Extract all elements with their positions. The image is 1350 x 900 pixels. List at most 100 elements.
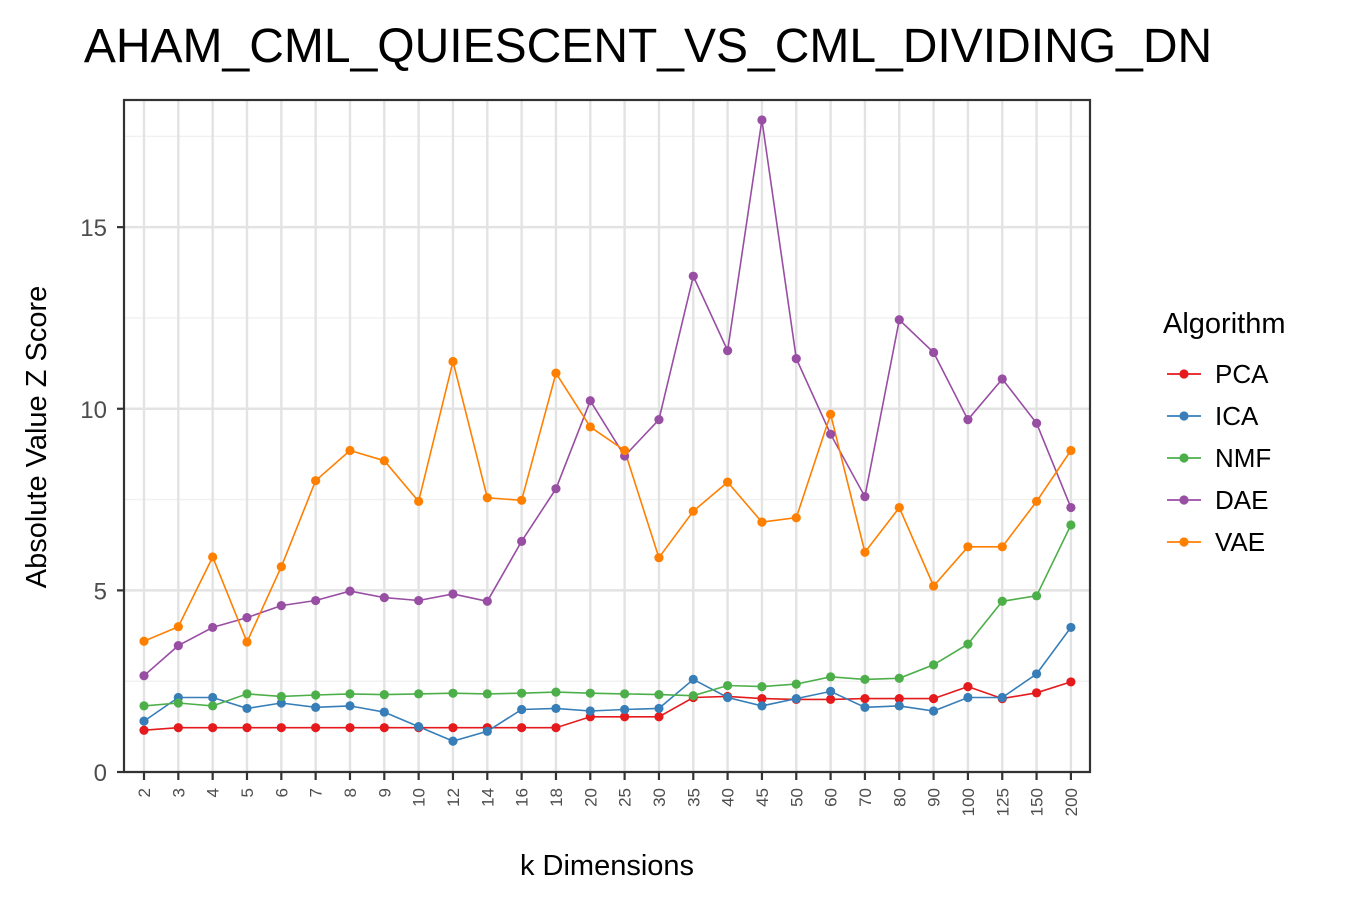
data-point-pca bbox=[208, 723, 218, 733]
data-point-ica bbox=[551, 703, 561, 714]
data-point-pca bbox=[620, 712, 630, 722]
data-point-vae bbox=[242, 637, 252, 647]
legend-key-point bbox=[1179, 453, 1189, 463]
data-point-ica bbox=[276, 698, 286, 708]
data-point-pca bbox=[311, 723, 321, 733]
x-tick-label: 3 bbox=[169, 788, 188, 797]
data-point-dae bbox=[345, 586, 355, 596]
data-point-nmf bbox=[654, 690, 664, 700]
data-point-ica bbox=[208, 692, 218, 703]
data-point-vae bbox=[414, 496, 424, 506]
data-point-nmf bbox=[208, 701, 218, 711]
x-tick-label: 6 bbox=[272, 788, 291, 797]
x-axis-label: k Dimensions bbox=[520, 850, 694, 882]
data-point-nmf bbox=[1066, 520, 1076, 530]
data-point-ica bbox=[414, 721, 424, 732]
data-point-pca bbox=[173, 723, 183, 733]
data-point-nmf bbox=[997, 596, 1007, 606]
x-tick-label: 150 bbox=[1028, 788, 1047, 816]
chart-title: AHAM_CML_QUIESCENT_VS_CML_DIVIDING_DN bbox=[84, 20, 1212, 73]
x-tick-label: 8 bbox=[341, 788, 360, 797]
data-point-pca bbox=[826, 694, 836, 704]
data-point-vae bbox=[654, 553, 664, 563]
data-point-vae bbox=[173, 622, 183, 632]
y-axis-label: Absolute Value Z Score bbox=[21, 286, 53, 589]
data-point-nmf bbox=[757, 682, 767, 692]
data-point-ica bbox=[997, 692, 1007, 703]
data-point-vae bbox=[276, 562, 286, 572]
data-point-vae bbox=[894, 502, 904, 513]
data-point-nmf bbox=[791, 679, 801, 689]
data-point-vae bbox=[757, 517, 767, 527]
data-point-dae bbox=[482, 596, 492, 606]
data-point-vae bbox=[963, 542, 973, 552]
data-point-vae bbox=[860, 547, 870, 557]
data-point-pca bbox=[860, 694, 870, 704]
data-point-dae bbox=[826, 429, 836, 439]
x-tick-label: 200 bbox=[1062, 788, 1081, 816]
data-point-ica bbox=[585, 706, 595, 716]
data-point-ica bbox=[894, 701, 904, 711]
data-point-vae bbox=[723, 477, 733, 487]
data-point-dae bbox=[860, 492, 870, 502]
legend-label-nmf: NMF bbox=[1215, 443, 1271, 473]
data-point-dae bbox=[688, 271, 698, 281]
data-point-vae bbox=[345, 445, 355, 456]
legend-label-ica: ICA bbox=[1215, 401, 1259, 431]
data-point-vae bbox=[688, 506, 698, 516]
data-point-pca bbox=[1066, 677, 1076, 687]
x-tick-label: 4 bbox=[204, 788, 223, 797]
data-point-ica bbox=[791, 694, 801, 704]
data-point-nmf bbox=[928, 660, 939, 670]
data-point-dae bbox=[173, 640, 183, 651]
data-point-vae bbox=[997, 542, 1007, 552]
data-point-nmf bbox=[242, 689, 252, 699]
data-point-nmf bbox=[585, 688, 595, 698]
x-tick-label: 18 bbox=[547, 788, 566, 807]
data-point-nmf bbox=[482, 689, 492, 699]
y-tick-label: 10 bbox=[80, 397, 107, 424]
data-point-vae bbox=[1066, 445, 1076, 456]
data-point-pca bbox=[276, 723, 286, 733]
data-point-dae bbox=[448, 589, 458, 599]
data-point-pca bbox=[517, 723, 527, 733]
x-tick-label: 30 bbox=[650, 788, 669, 807]
x-tick-label: 9 bbox=[375, 788, 394, 797]
legend-key-point bbox=[1179, 369, 1189, 379]
data-point-ica bbox=[757, 701, 767, 711]
data-point-dae bbox=[654, 415, 664, 425]
legend-key-point bbox=[1179, 411, 1189, 421]
data-point-dae bbox=[963, 415, 973, 425]
series-line-pca bbox=[143, 681, 1072, 731]
data-point-ica bbox=[345, 701, 355, 711]
data-point-pca bbox=[242, 723, 252, 733]
data-point-ica bbox=[620, 704, 630, 715]
data-point-nmf bbox=[139, 701, 149, 711]
data-point-ica bbox=[139, 716, 149, 726]
data-point-ica bbox=[928, 706, 939, 716]
x-tick-label: 7 bbox=[307, 788, 326, 797]
data-point-nmf bbox=[414, 689, 424, 699]
x-tick-label: 10 bbox=[410, 788, 429, 807]
data-point-dae bbox=[276, 601, 286, 611]
data-point-ica bbox=[448, 736, 458, 746]
data-point-nmf bbox=[173, 698, 183, 708]
data-point-vae bbox=[517, 495, 527, 505]
data-point-nmf bbox=[311, 690, 321, 700]
series-line-vae bbox=[143, 361, 1072, 645]
data-point-dae bbox=[757, 115, 767, 125]
data-point-pca bbox=[345, 723, 355, 733]
data-point-dae bbox=[311, 595, 321, 606]
data-point-dae bbox=[414, 595, 424, 606]
data-point-nmf bbox=[723, 680, 733, 691]
data-point-pca bbox=[928, 694, 939, 704]
y-tick-label: 15 bbox=[80, 215, 107, 242]
data-point-ica bbox=[242, 703, 252, 714]
x-tick-label: 50 bbox=[787, 788, 806, 807]
x-tick-label: 100 bbox=[959, 788, 978, 816]
data-point-vae bbox=[791, 513, 801, 523]
data-point-nmf bbox=[1031, 591, 1042, 601]
